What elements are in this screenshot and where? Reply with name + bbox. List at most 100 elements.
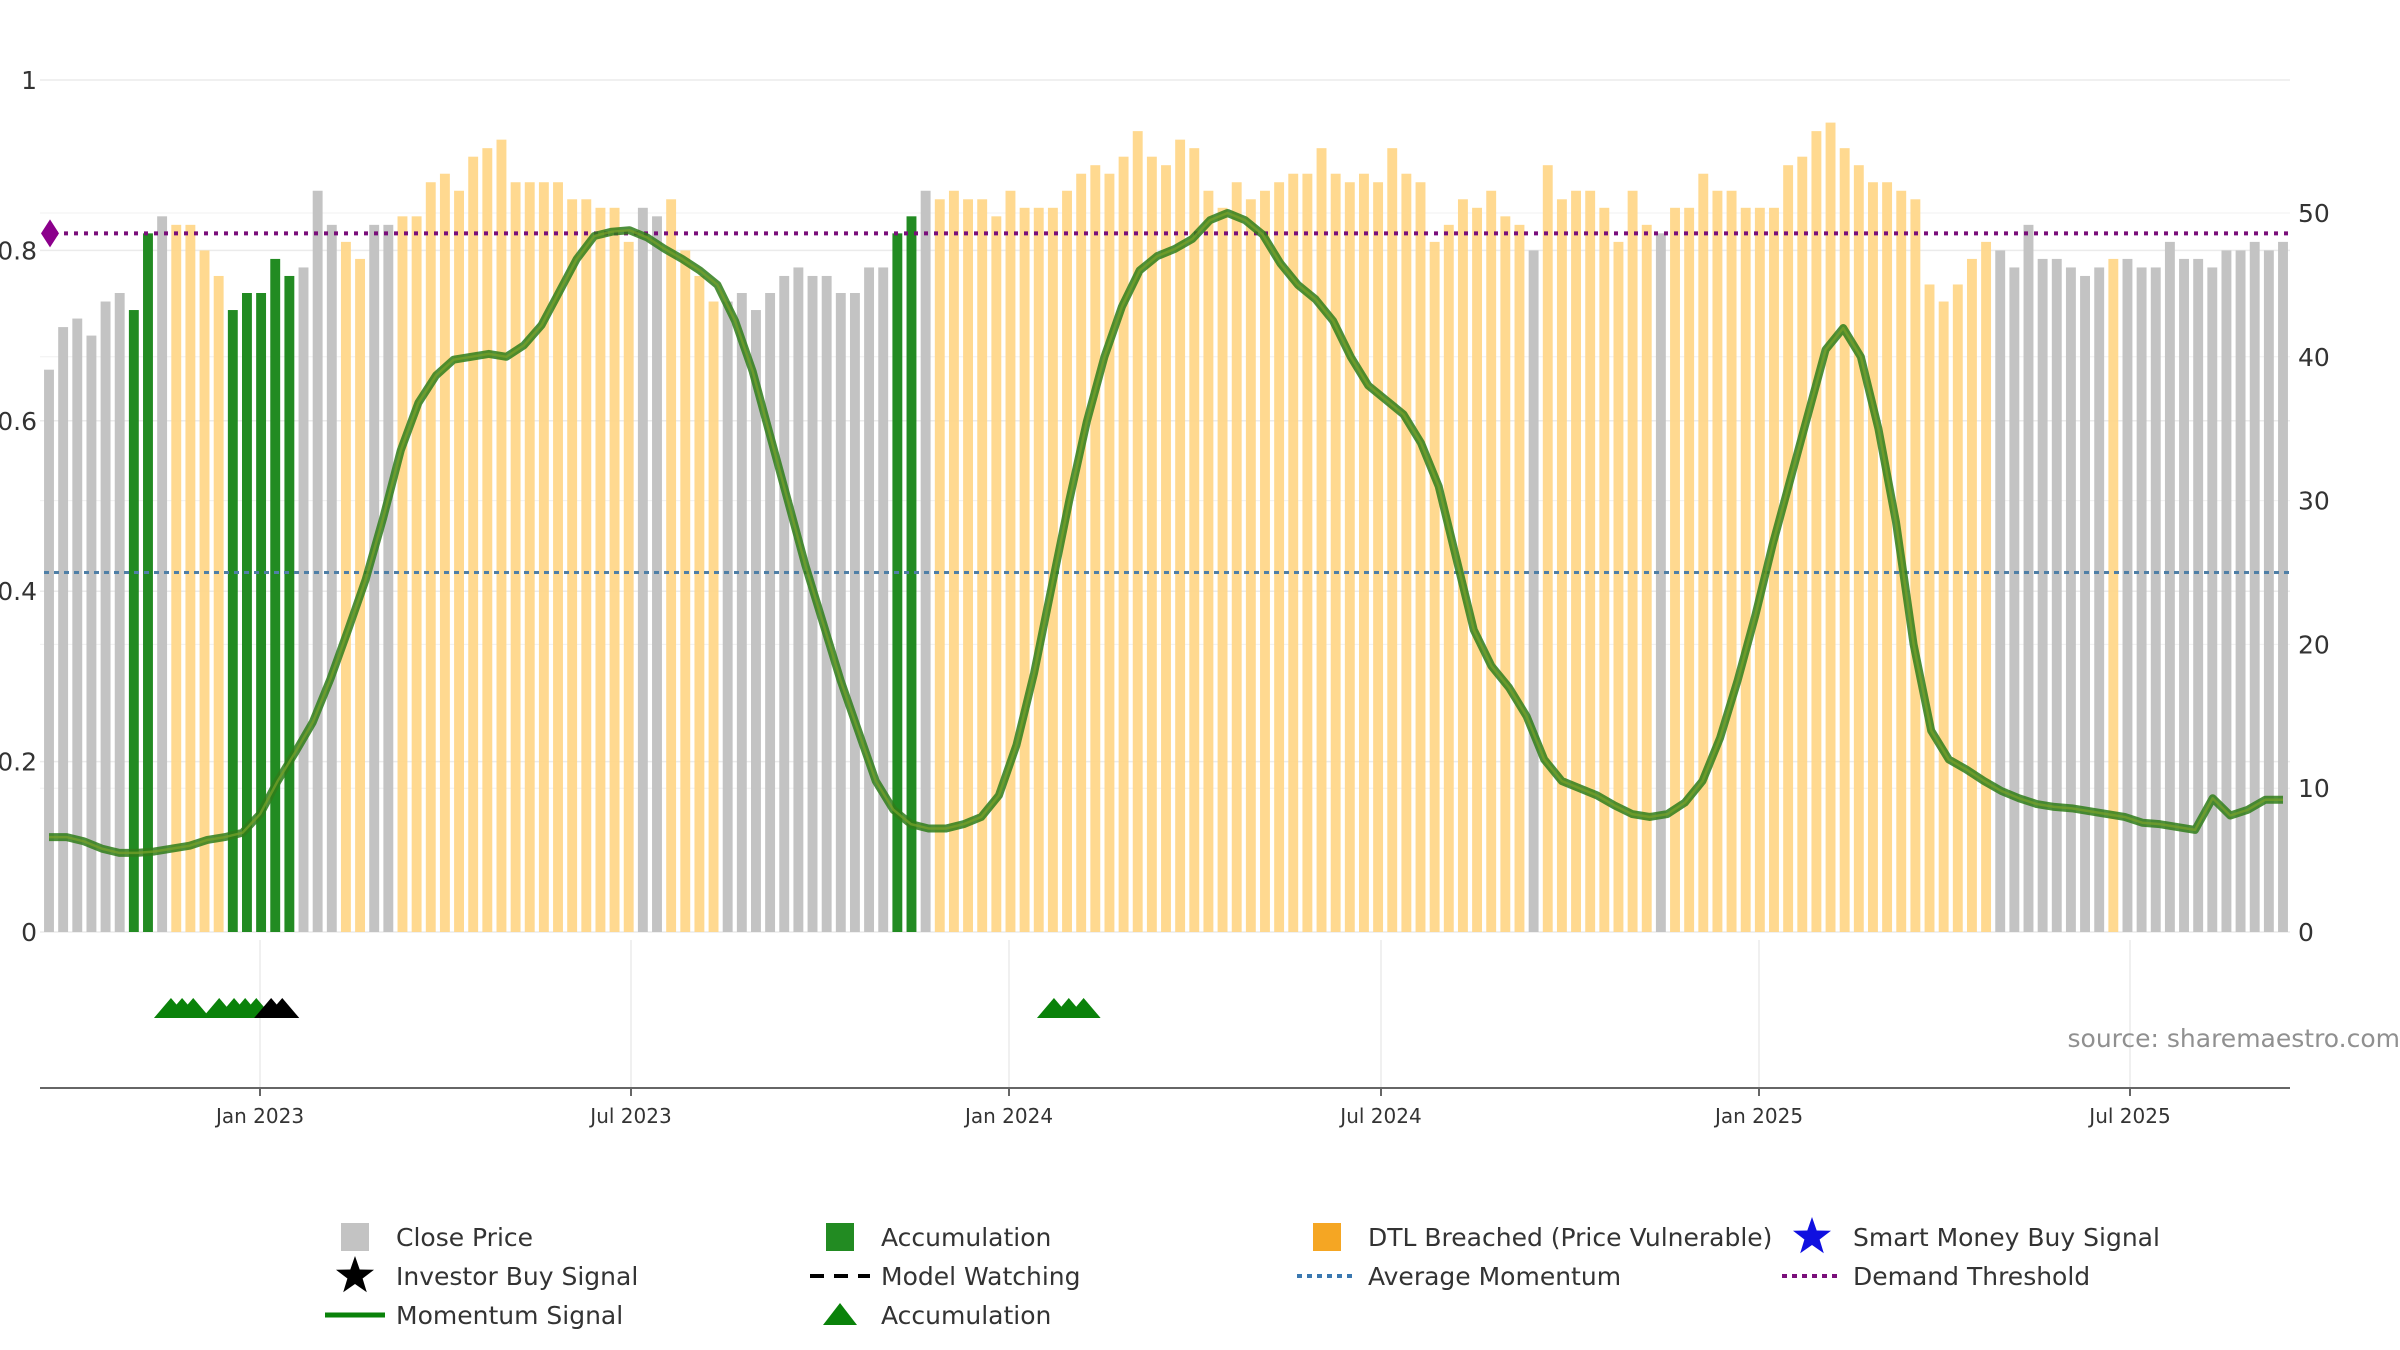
dtl-bar bbox=[1415, 182, 1426, 933]
lines bbox=[44, 209, 2290, 857]
dtl-bar bbox=[1429, 241, 1440, 932]
close-price-bar bbox=[652, 216, 662, 932]
close-price-bar bbox=[326, 224, 337, 933]
close-price-bar bbox=[2207, 267, 2218, 932]
dtl-bar bbox=[1542, 165, 1553, 932]
dtl-bar bbox=[595, 207, 606, 933]
left-axis-tick: 0.6 bbox=[0, 407, 37, 436]
dtl-bar bbox=[948, 190, 959, 932]
dtl-bar bbox=[623, 241, 634, 932]
legend-label: Momentum Signal bbox=[396, 1301, 623, 1330]
right-axis-tick: 50 bbox=[2298, 199, 2330, 228]
accumulation-bar bbox=[892, 233, 903, 933]
dtl-bar bbox=[1062, 190, 1072, 932]
dtl-bar bbox=[1981, 241, 1992, 932]
legend-swatch-tri bbox=[823, 1303, 857, 1325]
left-axis-tick: 0.4 bbox=[0, 577, 37, 606]
dtl-bar bbox=[1203, 190, 1214, 932]
close-price-bar bbox=[765, 293, 776, 932]
legend-swatch-dtl bbox=[1313, 1223, 1341, 1251]
dtl-bar bbox=[1344, 182, 1355, 933]
x-axis-tick-label: Jan 2023 bbox=[214, 1104, 304, 1128]
dtl-bar bbox=[185, 224, 196, 933]
close-price-bar bbox=[920, 190, 931, 932]
close-price-bar bbox=[2278, 241, 2288, 932]
left-axis-tick: 0.8 bbox=[0, 236, 37, 265]
close-price-bar bbox=[2150, 267, 2161, 932]
dtl-bar bbox=[1359, 173, 1369, 933]
dtl-bar bbox=[482, 148, 493, 932]
close-price-bar bbox=[2080, 275, 2090, 933]
dtl-bar bbox=[1161, 165, 1171, 932]
dtl-bar bbox=[977, 199, 988, 932]
dtl-bar bbox=[1245, 199, 1256, 932]
investor-buy-triangle bbox=[265, 998, 300, 1018]
dtl-bar bbox=[1260, 190, 1270, 932]
dtl-bar bbox=[1698, 173, 1709, 933]
dtl-bar bbox=[1811, 131, 1822, 932]
close-price-bar bbox=[722, 301, 733, 932]
dtl-bar bbox=[1882, 182, 1893, 933]
dtl-bar bbox=[1966, 258, 1977, 932]
dtl-bar bbox=[991, 216, 1002, 932]
close-price-bar bbox=[2263, 250, 2274, 932]
dtl-bar bbox=[1231, 182, 1242, 933]
close-price-bar bbox=[1528, 250, 1539, 932]
accumulation-bar bbox=[284, 275, 295, 933]
dtl-bar bbox=[496, 139, 507, 932]
dtl-bar bbox=[553, 182, 563, 933]
x-axis-tick-label: Jul 2025 bbox=[2087, 1104, 2170, 1128]
source-label: source: sharemaestro.com bbox=[2068, 1024, 2400, 1053]
close-price-bar bbox=[58, 327, 69, 933]
legend-label: Smart Money Buy Signal bbox=[1853, 1223, 2160, 1252]
dtl-bar bbox=[411, 216, 422, 932]
dtl-bar bbox=[1486, 190, 1497, 932]
dtl-bar bbox=[1754, 207, 1765, 933]
dtl-bar bbox=[425, 182, 436, 933]
accumulation-bar bbox=[227, 310, 238, 932]
dtl-bar bbox=[1019, 207, 1030, 933]
dtl-bar bbox=[963, 199, 973, 932]
close-price-bar bbox=[2193, 258, 2204, 932]
close-price-bar bbox=[793, 267, 804, 932]
dtl-bar bbox=[454, 190, 464, 932]
dtl-bar bbox=[1938, 301, 1949, 932]
legend: Close Price Accumulation DTL Breached (Pri… bbox=[325, 1217, 2160, 1330]
momentum-signal-highlight bbox=[49, 211, 2283, 855]
accumulation-bar bbox=[906, 216, 917, 932]
dtl-bar bbox=[609, 207, 620, 933]
dtl-bar bbox=[567, 199, 578, 932]
dtl-bar bbox=[1316, 148, 1327, 932]
dtl-bar bbox=[468, 156, 479, 932]
accumulation-bar bbox=[242, 293, 252, 932]
dtl-bar bbox=[1005, 190, 1016, 932]
right-axis-tick: 0 bbox=[2298, 918, 2314, 947]
close-price-bar bbox=[864, 267, 875, 932]
left-axis-tick: 0 bbox=[21, 918, 37, 947]
dtl-bar bbox=[1118, 156, 1129, 932]
legend-swatch-accumulation bbox=[826, 1223, 854, 1251]
right-axis-tick: 20 bbox=[2298, 630, 2330, 659]
dtl-bar bbox=[1684, 207, 1695, 933]
close-price-bar bbox=[779, 275, 790, 933]
close-price-bar bbox=[100, 301, 111, 932]
accumulation-bar bbox=[143, 233, 153, 933]
dtl-bar bbox=[1132, 131, 1143, 932]
close-price-bar bbox=[751, 310, 761, 932]
dtl-bar bbox=[1641, 224, 1652, 933]
legend-label: Demand Threshold bbox=[1853, 1262, 2090, 1291]
dtl-bar bbox=[1175, 139, 1186, 932]
close-price-bar bbox=[298, 267, 309, 932]
dtl-bar bbox=[1514, 224, 1525, 933]
right-axis-tick: 40 bbox=[2298, 343, 2330, 372]
close-price-bar bbox=[383, 224, 394, 933]
x-axis-tick-label: Jul 2024 bbox=[1338, 1104, 1421, 1128]
close-price-bar bbox=[72, 318, 83, 932]
dtl-bar bbox=[1740, 207, 1751, 933]
dtl-bar bbox=[680, 250, 691, 932]
dtl-bar bbox=[1585, 190, 1596, 932]
dtl-bar bbox=[1712, 190, 1723, 932]
dtl-bar bbox=[1952, 284, 1963, 933]
